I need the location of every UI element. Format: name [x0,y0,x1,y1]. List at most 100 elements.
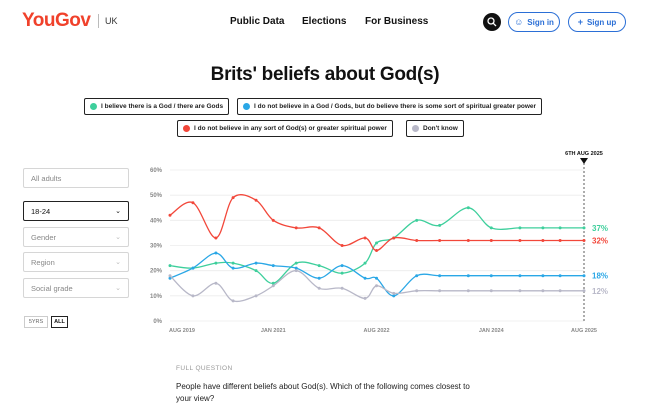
data-point-no-god [558,238,562,242]
data-point-believe-god [168,264,172,268]
data-point-dont-know [191,294,195,298]
region-select[interactable]: Region ⌄ [23,252,129,272]
data-point-spiritual-power [558,274,562,278]
data-point-believe-god [363,261,367,265]
date-marker-label: 6TH AUG 2025 [565,151,603,157]
legend-dot [183,125,190,132]
region-label[interactable]: UK [105,16,118,26]
sign-in-button[interactable]: ☺ Sign in [508,12,560,32]
data-point-spiritual-power [214,251,218,255]
nav-elections[interactable]: Elections [302,16,347,27]
gender-select[interactable]: Gender ⌄ [23,227,129,247]
data-point-no-god [392,236,396,240]
data-point-dont-know [214,281,218,285]
data-point-dont-know [466,289,470,293]
sign-up-button[interactable]: + Sign up [568,12,626,32]
data-point-believe-god [438,223,442,227]
date-marker-triangle [580,158,588,164]
data-point-dont-know [392,291,396,295]
plus-icon: + [577,16,583,27]
data-point-no-god [363,236,367,240]
data-point-believe-god [466,206,470,210]
legend-dot [243,103,250,110]
data-point-believe-god [392,236,396,240]
data-point-dont-know [363,296,367,300]
y-tick-label: 30% [150,244,163,250]
series-line-believe-god [169,207,584,284]
data-point-spiritual-power [392,294,396,298]
age-select[interactable]: 18-24 ⌄ [23,201,129,221]
legend-item-believe-god[interactable]: I believe there is a God / there are God… [84,98,230,115]
legend-item-dont-know[interactable]: Don't know [406,120,464,137]
legend-dot [412,125,419,132]
x-tick-label: AUG 2025 [571,328,597,334]
audience-filter[interactable]: All adults [23,168,129,188]
audience-filter-value: All adults [31,173,62,183]
search-button[interactable] [483,13,501,31]
page-title: Brits' beliefs about God(s) [210,64,440,85]
y-tick-label: 0% [153,319,162,325]
data-point-no-god [518,238,522,242]
y-tick-label: 50% [150,193,163,199]
end-label-believe-god: 37% [592,224,608,233]
region-select-value: Region [31,257,55,267]
data-point-believe-god [518,226,522,230]
social-grade-select[interactable]: Social grade ⌄ [23,278,129,298]
data-point-no-god [340,244,344,247]
data-point-no-god [168,213,172,217]
data-point-no-god [214,236,218,240]
data-point-dont-know [294,269,298,273]
sign-in-label: Sign in [527,17,554,27]
x-tick-label: JAN 2024 [479,328,505,334]
data-point-believe-god [415,218,419,222]
legend-dot [90,103,97,110]
data-point-spiritual-power [254,261,258,265]
y-tick-label: 60% [150,168,163,174]
y-tick-label: 10% [150,294,163,300]
data-point-dont-know [254,294,258,298]
data-point-no-god [375,249,379,253]
chevron-down-icon: ⌄ [115,285,121,292]
data-point-dont-know [340,286,344,290]
data-point-spiritual-power [541,274,545,278]
data-point-spiritual-power [294,266,298,270]
legend-item-no-god[interactable]: I do not believe in any sort of God(s) o… [177,120,393,137]
data-point-dont-know [168,274,172,278]
data-point-spiritual-power [375,276,379,280]
end-label-spiritual-power: 18% [592,272,608,281]
data-point-believe-god [375,241,379,245]
data-point-no-god [294,226,298,230]
data-point-believe-god [558,226,562,230]
data-point-dont-know [582,289,586,293]
social-grade-select-value: Social grade [31,283,73,293]
data-point-spiritual-power [231,266,235,270]
chevron-down-icon: ⌄ [115,259,121,266]
data-point-no-god [438,238,442,242]
range-5yrs-button[interactable]: 5YRS [24,316,48,328]
legend-item-spiritual-power[interactable]: I do not believe in a God / Gods, but do… [237,98,543,115]
data-point-believe-god [191,266,195,270]
chevron-down-icon: ⌄ [115,208,121,215]
data-point-dont-know [518,289,522,293]
full-question-text: People have different beliefs about God(… [176,382,470,403]
data-point-believe-god [317,264,321,268]
data-point-believe-god [214,261,218,265]
data-point-spiritual-power [582,274,586,278]
data-point-spiritual-power [466,274,470,278]
data-point-no-god [231,196,235,200]
legend-label: I believe there is a God / there are God… [101,103,224,110]
sign-up-label: Sign up [586,17,617,27]
data-point-dont-know [489,289,493,293]
data-point-spiritual-power [489,274,493,278]
legend-label: I do not believe in any sort of God(s) o… [194,125,387,132]
nav-public-data[interactable]: Public Data [230,16,285,27]
data-point-no-god [271,218,275,222]
data-point-believe-god [541,226,545,230]
yougov-logo[interactable]: YouGov [22,10,91,31]
x-tick-label: AUG 2019 [169,328,195,334]
nav-for-business[interactable]: For Business [365,16,429,27]
data-point-believe-god [340,271,344,275]
data-point-dont-know [231,299,235,303]
data-point-no-god [541,238,545,242]
range-all-button[interactable]: ALL [51,316,68,328]
